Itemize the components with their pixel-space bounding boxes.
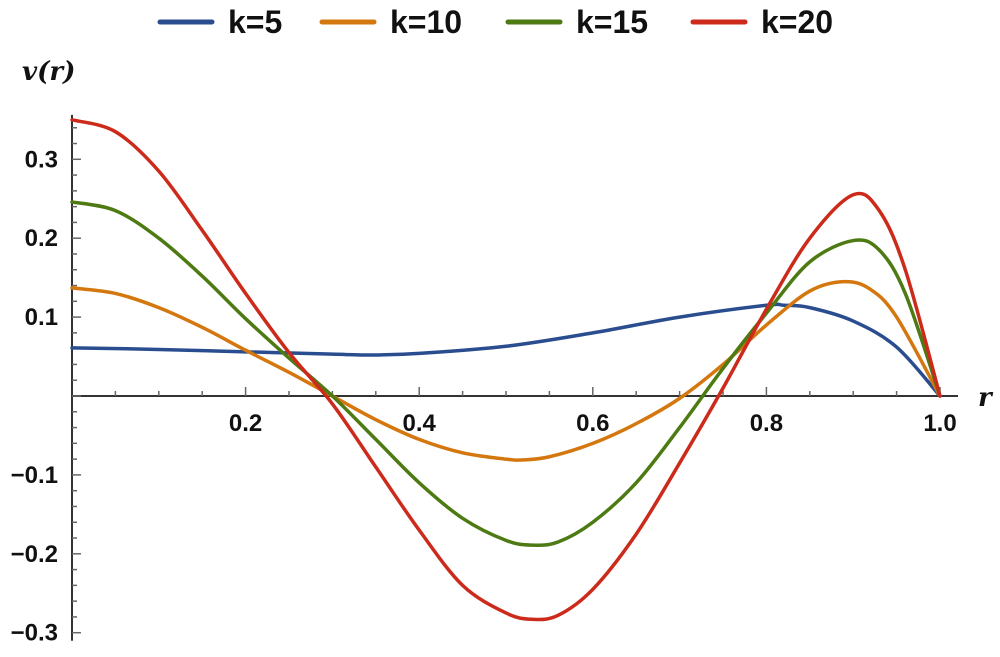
legend: k=5 k=10 k=15 k=20 xyxy=(157,4,833,40)
y-tick-label: 0.3 xyxy=(25,146,58,173)
y-tick-label: −0.3 xyxy=(11,620,58,647)
legend-label: k=5 xyxy=(228,4,282,40)
y-tick-label: −0.2 xyxy=(11,541,58,568)
legend-label: k=10 xyxy=(390,4,462,40)
y-axis-label: v(r) xyxy=(22,57,75,87)
y-tick-label: −0.1 xyxy=(11,462,58,489)
series-line-k-5 xyxy=(70,302,942,398)
x-axis-label: r xyxy=(978,383,994,413)
axes: 0.3 0.2 0.1 −0.1 −0.2 −0.3 0.2 0.4 0.6 0.8 1.0 xyxy=(11,114,958,647)
x-tick-label: 1.0 xyxy=(923,410,956,437)
y-tick-label: 0.1 xyxy=(25,304,58,331)
y-tick-label: 0.2 xyxy=(25,225,58,252)
x-tick-label: 0.2 xyxy=(229,410,262,437)
x-tick-label: 0.4 xyxy=(403,410,437,437)
series-line-k-20 xyxy=(70,118,942,622)
series-line-k-15 xyxy=(70,200,942,548)
legend-label: k=15 xyxy=(576,4,648,40)
series-line-k-10 xyxy=(70,279,942,462)
x-tick-label: 0.8 xyxy=(750,410,783,437)
series-group xyxy=(70,118,942,622)
legend-label: k=20 xyxy=(761,4,833,40)
x-tick-label: 0.6 xyxy=(576,410,609,437)
